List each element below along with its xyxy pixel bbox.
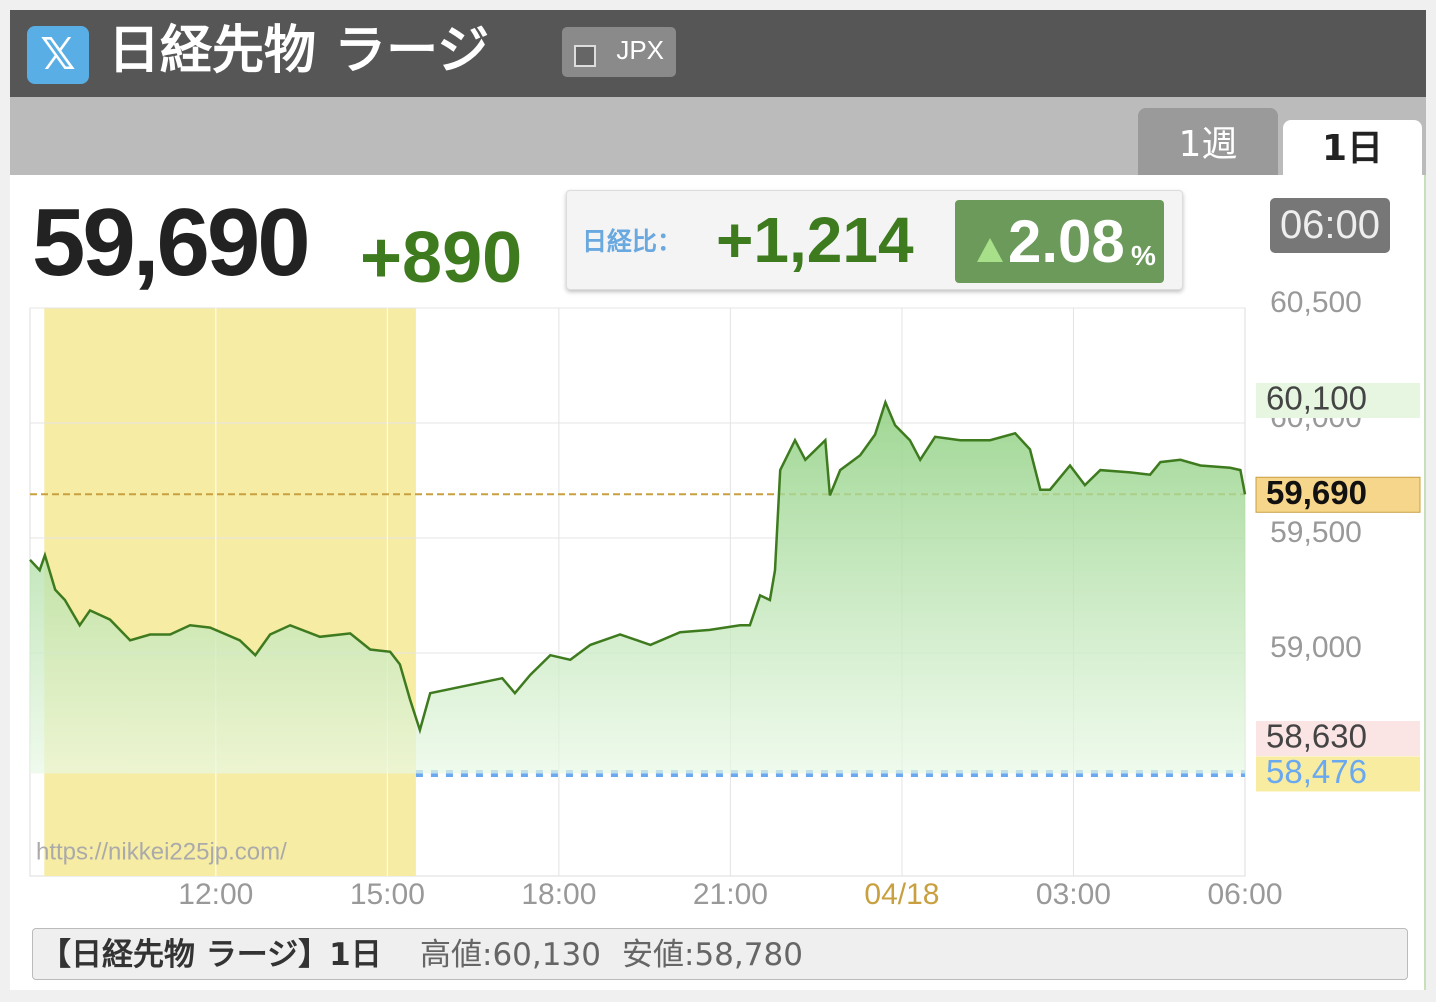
price-marker-bg bbox=[1256, 756, 1420, 792]
price-marker-label: 60,100 bbox=[1266, 380, 1367, 417]
y-tick-label: 60,500 bbox=[1270, 286, 1362, 319]
footer-low: 安値:58,780 bbox=[622, 937, 803, 973]
x-tick-label: 06:00 bbox=[1207, 878, 1282, 911]
percent-unit: % bbox=[1131, 240, 1156, 271]
price-change: +890 bbox=[360, 218, 523, 298]
x-tick-label: 21:00 bbox=[693, 878, 768, 911]
title: 日経先物 ラージ bbox=[108, 21, 490, 81]
price-marker-bg bbox=[1255, 476, 1421, 513]
y-tick-label: 59,000 bbox=[1270, 631, 1362, 664]
price: 59,690 bbox=[32, 189, 311, 296]
footer-high: 高値:60,130 bbox=[420, 937, 601, 973]
watermark: https://nikkei225jp.com/ bbox=[36, 838, 287, 865]
footer-bar bbox=[32, 928, 1408, 980]
comparison-value: +1,214 bbox=[716, 204, 914, 276]
price-marker-bg bbox=[1256, 382, 1420, 418]
comparison-label: 日経比： bbox=[582, 227, 683, 256]
up-triangle bbox=[977, 238, 1003, 262]
x-tick-label: 12:00 bbox=[178, 878, 253, 911]
footer-title: 【日経先物 ラージ】1日 bbox=[40, 937, 382, 973]
price-marker-label: 58,476 bbox=[1266, 753, 1367, 790]
x-tick-label: 03:00 bbox=[1036, 878, 1111, 911]
price-marker-label: 59,690 bbox=[1266, 474, 1367, 511]
price-area bbox=[30, 402, 1245, 774]
header-bar bbox=[10, 10, 1426, 97]
tab-active[interactable]: 1日 bbox=[1283, 120, 1422, 175]
chart: 59,00059,50060,00060,50012:0015:0018:002… bbox=[29, 286, 1421, 911]
x-tick-label: 18:00 bbox=[521, 878, 596, 911]
x-tick-label: 04/18 bbox=[864, 878, 939, 911]
percent-value: 2.08 bbox=[1008, 208, 1125, 275]
link-icon bbox=[574, 45, 596, 67]
x-share-button[interactable]: 𝕏 bbox=[27, 26, 89, 84]
time-badge: 06:00 bbox=[1270, 198, 1390, 253]
price-marker-bg bbox=[1256, 721, 1420, 757]
session-highlight bbox=[44, 308, 416, 876]
y-tick-label: 59,500 bbox=[1270, 516, 1362, 549]
price-line bbox=[29, 398, 1247, 735]
price-marker-label: 58,630 bbox=[1266, 718, 1367, 755]
tab[interactable]: 1週 bbox=[1138, 108, 1278, 175]
x-tick-label: 15:00 bbox=[350, 878, 425, 911]
